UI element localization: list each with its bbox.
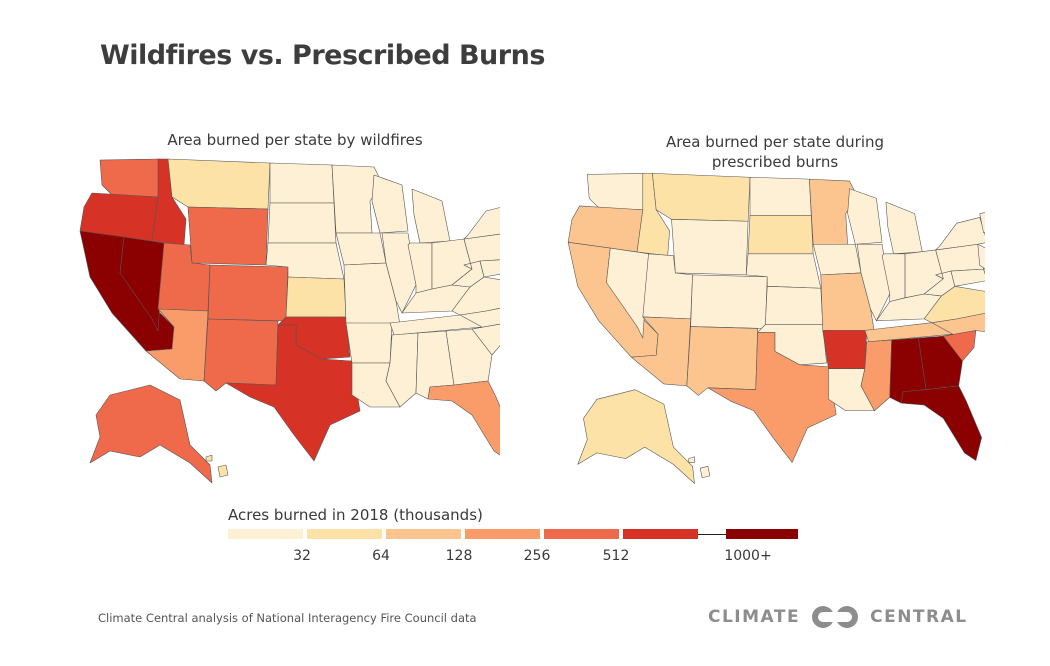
state-ar[interactable]: [822, 330, 868, 369]
state-ia[interactable]: [335, 232, 387, 266]
brand-circles-icon: [812, 606, 859, 628]
state-md[interactable]: [950, 268, 985, 287]
state-wa[interactable]: [586, 173, 646, 211]
legend-tick-label: 1000+: [724, 548, 772, 564]
state-co[interactable]: [690, 274, 768, 329]
legend-swatch-2: [386, 529, 461, 539]
state-mi[interactable]: [885, 201, 923, 255]
prescribed-map-title: Area burned per state during prescribed …: [610, 132, 940, 172]
state-de[interactable]: [983, 268, 985, 280]
state-mo[interactable]: [820, 272, 875, 333]
legend-swatch-5: [623, 529, 698, 539]
state-az[interactable]: [631, 316, 691, 387]
brand-right: CENTRAL: [870, 607, 968, 627]
state-fl[interactable]: [427, 380, 500, 459]
state-ak[interactable]: [577, 389, 695, 484]
legend-tick-label: 128: [445, 548, 473, 564]
state-nm[interactable]: [203, 318, 279, 392]
legend-swatch-6: [726, 529, 798, 539]
state-hi[interactable]: [688, 456, 711, 479]
legend-tick-label: 512: [602, 548, 630, 564]
state-hi[interactable]: [205, 454, 229, 478]
state-nm[interactable]: [686, 326, 758, 396]
legend-swatch-1: [307, 529, 382, 539]
state-vt[interactable]: [979, 212, 985, 234]
state-ny[interactable]: [935, 217, 985, 251]
state-sd[interactable]: [747, 215, 814, 255]
state-wi[interactable]: [371, 174, 409, 234]
state-tx[interactable]: [225, 324, 361, 462]
legend-tick-label: 256: [523, 548, 551, 564]
state-ar[interactable]: [345, 322, 393, 364]
state-ks[interactable]: [285, 276, 347, 318]
legend-connector: [698, 534, 726, 535]
state-wy[interactable]: [671, 219, 749, 276]
legend-swatch-3: [465, 529, 540, 539]
prescribed-map-title-line1: Area burned per state during: [665, 133, 885, 151]
prescribed-burns-map: [567, 173, 985, 484]
state-sd[interactable]: [267, 202, 337, 244]
legend-color-bar: [228, 529, 803, 539]
wildfires-map-title: Area burned per state by wildfires: [167, 131, 423, 149]
wildfires-map: [79, 158, 500, 484]
state-ga[interactable]: [918, 335, 963, 391]
state-ny[interactable]: [463, 205, 500, 240]
state-mt[interactable]: [652, 173, 751, 222]
legend-swatch-4: [544, 529, 619, 539]
legend-tick-label: 64: [372, 548, 390, 564]
page-title: Wildfires vs. Prescribed Burns: [100, 40, 545, 71]
state-fl[interactable]: [900, 385, 982, 461]
state-wy[interactable]: [187, 206, 269, 266]
prescribed-map-title-line2: prescribed burns: [711, 153, 839, 171]
state-wi[interactable]: [847, 188, 883, 245]
climate-central-logo[interactable]: CLIMATE CENTRAL: [708, 604, 968, 630]
state-az[interactable]: [145, 308, 209, 382]
legend-title: Acres burned in 2018 (thousands): [228, 506, 483, 524]
state-ia[interactable]: [812, 243, 862, 276]
state-mt[interactable]: [167, 158, 271, 210]
state-nv[interactable]: [119, 236, 165, 332]
state-co[interactable]: [207, 264, 289, 322]
state-tx[interactable]: [707, 331, 837, 463]
state-nv[interactable]: [606, 247, 649, 339]
legend-swatch-0: [228, 529, 303, 539]
source-note: Climate Central analysis of National Int…: [98, 611, 477, 625]
state-ak[interactable]: [89, 384, 213, 484]
state-mi[interactable]: [411, 188, 451, 244]
state-md[interactable]: [479, 259, 500, 278]
state-ks[interactable]: [765, 286, 824, 325]
legend-tick-label: 32: [293, 548, 311, 564]
state-mo[interactable]: [343, 262, 401, 326]
brand-left: CLIMATE: [708, 607, 801, 627]
state-wa[interactable]: [99, 158, 161, 198]
state-nj[interactable]: [977, 243, 985, 270]
state-ga[interactable]: [445, 328, 493, 386]
state-nd[interactable]: [749, 176, 812, 216]
state-nd[interactable]: [269, 162, 335, 204]
